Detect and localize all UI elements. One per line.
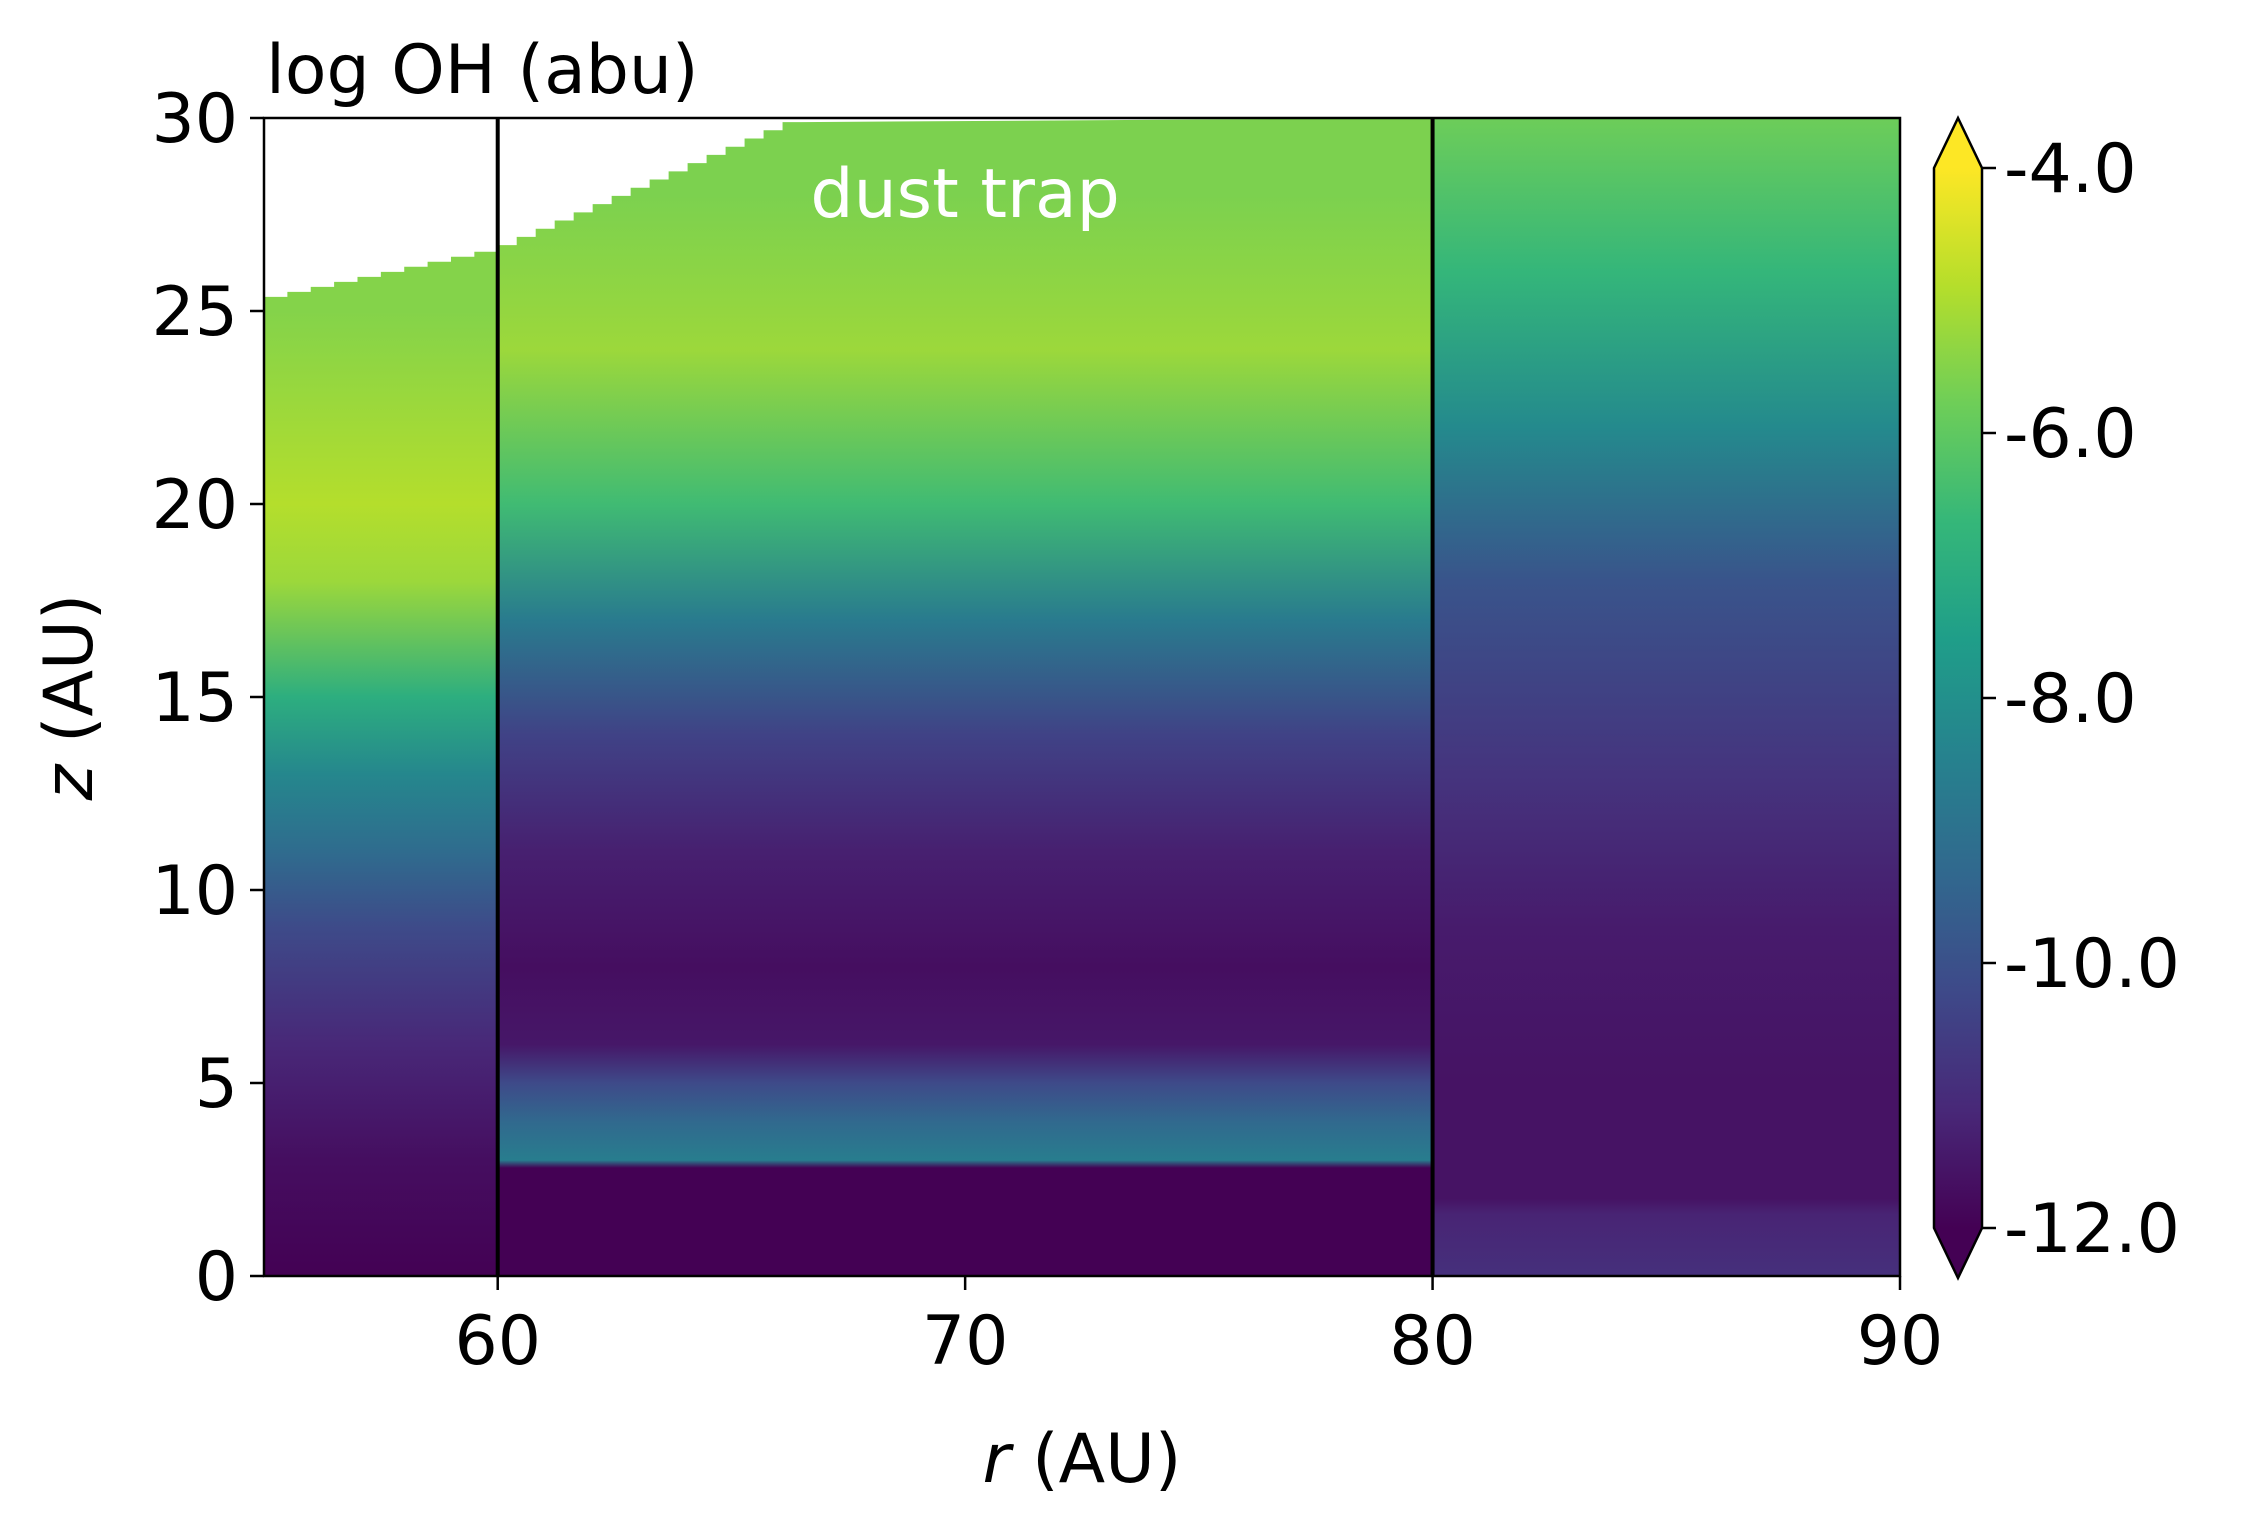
x-tick-label: 80 bbox=[1389, 1302, 1476, 1381]
x-axis-label-unit: (AU) bbox=[1011, 1420, 1182, 1499]
colorbar-extend-min bbox=[1934, 1228, 1982, 1278]
x-tick-label: 90 bbox=[1857, 1302, 1944, 1381]
y-axis-label: z (AU) bbox=[30, 594, 109, 802]
y-tick-label: 5 bbox=[195, 1045, 238, 1124]
y-tick-label: 10 bbox=[151, 852, 238, 931]
chart-title: log OH (abu) bbox=[266, 31, 699, 110]
colorbar: -4.0 -6.0 -8.0 -10.0 -12.0 bbox=[1932, 115, 2180, 1281]
heatmap-region bbox=[264, 249, 498, 1276]
colorbar-tick-label: -4.0 bbox=[2004, 130, 2137, 209]
colorbar-tick-label: -12.0 bbox=[2004, 1190, 2180, 1269]
y-tick-label: 30 bbox=[151, 80, 238, 159]
y-axis-ticks: 0 5 10 15 20 25 30 bbox=[151, 80, 264, 1317]
colorbar-extend-max bbox=[1934, 118, 1982, 168]
trap-boundary-lines bbox=[495, 118, 1435, 1276]
heatmap bbox=[264, 118, 1900, 1276]
x-axis-label: r (AU) bbox=[983, 1420, 1182, 1499]
dust-trap-annotation: dust trap bbox=[810, 155, 1119, 234]
heatmap-region bbox=[497, 118, 1433, 1276]
x-axis-label-symbol: r bbox=[983, 1420, 1015, 1499]
y-tick-label: 15 bbox=[151, 659, 238, 738]
x-tick-label: 70 bbox=[922, 1302, 1009, 1381]
x-axis-ticks: 60 70 80 90 bbox=[454, 1276, 1943, 1381]
y-tick-label: 20 bbox=[151, 466, 238, 545]
y-tick-label: 0 bbox=[195, 1238, 238, 1317]
y-axis-label-symbol: z bbox=[30, 763, 109, 801]
x-tick-label: 60 bbox=[454, 1302, 541, 1381]
colorbar-tick-label: -6.0 bbox=[2004, 395, 2137, 474]
y-tick-label: 25 bbox=[151, 273, 238, 352]
colorbar-body bbox=[1934, 168, 1982, 1228]
y-axis-label-unit: (AU) bbox=[30, 594, 109, 765]
colorbar-tick-label: -8.0 bbox=[2004, 660, 2137, 739]
colorbar-tick-label: -10.0 bbox=[2004, 925, 2180, 1004]
heatmap-region bbox=[1432, 118, 1900, 1276]
